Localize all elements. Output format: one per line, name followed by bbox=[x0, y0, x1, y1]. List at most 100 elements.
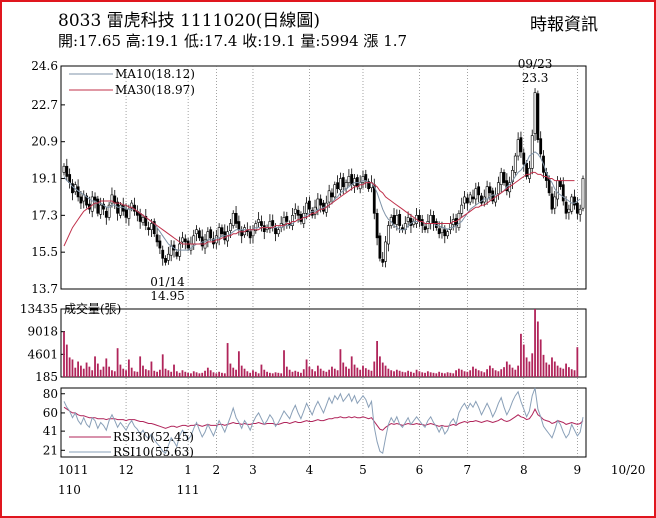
volume-bar bbox=[308, 366, 311, 377]
volume-bar bbox=[246, 371, 249, 377]
volume-bar bbox=[322, 370, 325, 377]
candle-body bbox=[561, 184, 565, 202]
candle-body bbox=[474, 188, 478, 200]
price-tick-label: 19.1 bbox=[31, 172, 58, 186]
volume-bar bbox=[412, 372, 415, 377]
candle-body bbox=[564, 201, 568, 214]
volume-bar bbox=[463, 371, 466, 377]
x-month-label: 1011 bbox=[58, 463, 89, 477]
candle-body bbox=[468, 194, 472, 203]
volume-bar bbox=[102, 366, 105, 377]
candle-body bbox=[519, 137, 523, 153]
volume-bar bbox=[522, 344, 525, 377]
candle-body bbox=[141, 217, 145, 223]
volume-bar bbox=[212, 372, 215, 377]
rsi10-line bbox=[63, 387, 584, 455]
candle-body bbox=[158, 240, 162, 249]
volume-bar bbox=[393, 371, 395, 377]
candle-body bbox=[581, 178, 585, 209]
ma30-line bbox=[63, 171, 575, 247]
candle-body bbox=[62, 165, 66, 173]
volume-bar bbox=[404, 372, 407, 377]
candle-body bbox=[186, 240, 190, 249]
candle-body bbox=[398, 214, 402, 226]
volume-bar bbox=[486, 369, 488, 377]
volume-bar bbox=[474, 368, 477, 377]
volume-bar bbox=[130, 367, 133, 377]
volume-bar bbox=[460, 369, 463, 377]
x-month-label: 2 bbox=[212, 463, 220, 477]
candle-body bbox=[96, 198, 100, 214]
volume-bar bbox=[125, 370, 127, 377]
volume-bar bbox=[410, 371, 412, 377]
volume-bar bbox=[548, 364, 551, 377]
volume-label: 成交量(張) bbox=[64, 301, 121, 316]
volume-bar bbox=[269, 372, 271, 377]
volume-bar bbox=[443, 373, 446, 377]
volume-bar bbox=[398, 370, 401, 377]
volume-bar bbox=[116, 348, 119, 377]
low-annotation-value: 14.95 bbox=[150, 289, 184, 303]
x-month-label: 12 bbox=[118, 463, 133, 477]
volume-bar bbox=[316, 365, 319, 377]
volume-bar bbox=[395, 369, 398, 377]
candle-body bbox=[316, 198, 320, 210]
volume-bar bbox=[505, 361, 508, 377]
high-annotation-value: 23.3 bbox=[522, 71, 549, 85]
x-year-label: 111 bbox=[177, 483, 200, 497]
volume-bar bbox=[150, 361, 153, 377]
x-month-label: 5 bbox=[359, 463, 367, 477]
volume-bar bbox=[480, 371, 483, 377]
volume-bar bbox=[221, 372, 223, 377]
volume-bar bbox=[356, 367, 359, 377]
price-tick-label: 13.7 bbox=[31, 282, 58, 296]
volume-bar bbox=[421, 372, 424, 377]
volume-bar bbox=[553, 361, 556, 377]
volume-bar bbox=[551, 357, 553, 377]
candle-body bbox=[79, 196, 83, 204]
volume-tick-label: 9018 bbox=[27, 325, 58, 339]
candle-body bbox=[234, 213, 238, 224]
volume-bar bbox=[215, 373, 218, 377]
candle-body bbox=[260, 221, 263, 226]
candle-body bbox=[214, 235, 218, 244]
x-month-label: 9 bbox=[574, 463, 582, 477]
volume-bar bbox=[283, 350, 285, 377]
volume-bar bbox=[429, 372, 432, 377]
volume-bar bbox=[542, 354, 545, 377]
volume-bar bbox=[271, 373, 274, 377]
candle-body bbox=[155, 234, 159, 243]
volume-bar bbox=[161, 354, 164, 377]
price-tick-label: 20.9 bbox=[31, 135, 58, 149]
volume-bar bbox=[565, 363, 567, 377]
candle-body bbox=[217, 227, 221, 239]
source-label: 時報資訊 bbox=[530, 15, 598, 35]
high-annotation-date: 09/23 bbox=[518, 57, 553, 71]
volume-bar bbox=[229, 363, 232, 377]
candle-body bbox=[409, 218, 413, 226]
volume-bar bbox=[384, 365, 387, 377]
volume-bar bbox=[218, 371, 221, 377]
volume-bar bbox=[418, 371, 421, 377]
volume-bar bbox=[435, 373, 438, 377]
price-tick-label: 17.3 bbox=[31, 208, 58, 222]
volume-tick-label: 185 bbox=[35, 370, 58, 384]
volume-bar bbox=[424, 372, 426, 377]
volume-bar bbox=[432, 372, 435, 377]
x-month-label: 8 bbox=[520, 463, 528, 477]
candle-body bbox=[231, 213, 235, 226]
volume-bar bbox=[159, 369, 161, 377]
volume-bar bbox=[119, 364, 122, 377]
candle-body bbox=[496, 182, 500, 195]
volume-bar bbox=[190, 373, 192, 377]
volume-bar bbox=[266, 371, 268, 377]
volume-bar bbox=[254, 371, 257, 377]
volume-bar bbox=[260, 364, 263, 377]
volume-bar bbox=[520, 333, 522, 377]
volume-bar bbox=[469, 370, 472, 377]
candle-body bbox=[161, 249, 165, 259]
candle-body bbox=[406, 217, 410, 222]
volume-bar bbox=[339, 349, 342, 377]
candle-body bbox=[291, 215, 294, 226]
volume-bar bbox=[525, 357, 528, 377]
